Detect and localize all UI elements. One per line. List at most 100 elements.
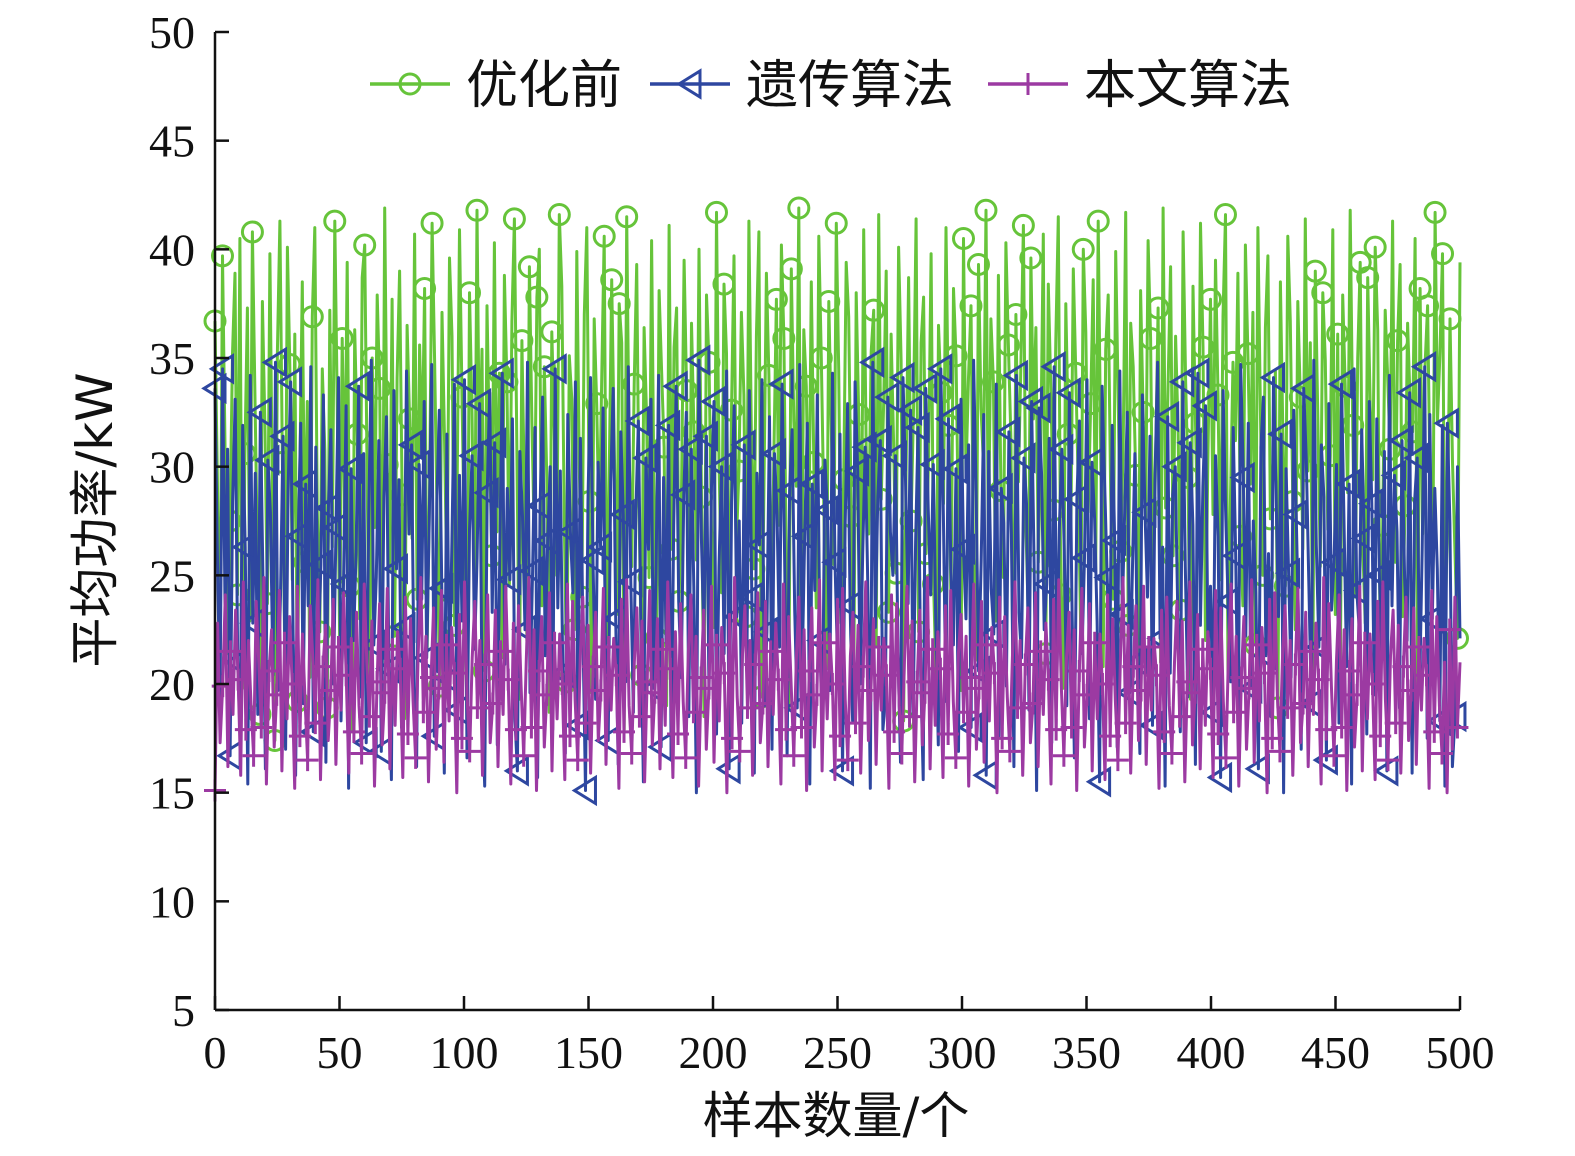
point-2-429 — [1282, 498, 1308, 531]
point-1-300 — [951, 226, 975, 250]
point-3-126 — [528, 659, 551, 682]
point-2-474 — [1395, 377, 1422, 409]
point-2-375 — [1146, 622, 1172, 655]
point-3-441 — [1338, 659, 1361, 682]
point-1-39 — [300, 305, 324, 329]
point-2-117 — [496, 563, 522, 596]
point-3-459 — [1384, 712, 1407, 735]
x-tick-label-100: 100 — [430, 1027, 499, 1078]
point-1-444 — [1311, 281, 1335, 305]
point-2-399 — [1206, 761, 1233, 794]
point-1-156 — [592, 224, 616, 248]
point-3-213 — [751, 692, 774, 715]
point-1-327 — [1019, 246, 1043, 270]
point-2-162 — [609, 498, 635, 531]
point-2-384 — [1168, 366, 1195, 398]
point-3-297 — [967, 677, 990, 700]
point-1-474 — [1386, 329, 1410, 353]
point-2-246 — [821, 546, 847, 578]
point-3-390 — [1207, 722, 1230, 745]
point-3-144 — [574, 712, 597, 735]
point-1-246 — [817, 289, 841, 313]
point-1-138 — [547, 203, 571, 227]
point-3-33 — [288, 725, 311, 748]
point-2-369 — [1131, 496, 1157, 528]
point-3-9 — [227, 668, 250, 691]
point-3-15 — [242, 744, 265, 767]
point-3-12 — [234, 718, 257, 741]
point-3-348 — [1099, 725, 1122, 748]
point-1-486 — [1416, 294, 1440, 318]
point-2-195 — [692, 420, 718, 452]
point-3-336 — [1068, 659, 1091, 682]
point-3-108 — [481, 692, 504, 715]
point-1-354 — [1086, 209, 1110, 233]
point-1-264 — [862, 298, 886, 322]
point-1-237 — [794, 374, 818, 398]
point-3-90 — [435, 633, 458, 656]
y-tick-label-10: 10 — [149, 876, 195, 927]
x-tick-label-250: 250 — [803, 1027, 872, 1078]
point-1-321 — [1004, 303, 1028, 327]
point-1-231 — [779, 257, 803, 281]
point-3-321 — [1029, 640, 1052, 663]
point-1-84 — [413, 276, 437, 300]
point-2-408 — [1229, 461, 1255, 494]
point-2-249 — [828, 755, 855, 787]
series-layer — [201, 196, 1470, 807]
point-2-261 — [858, 346, 885, 379]
point-3-141 — [566, 749, 589, 772]
point-3-72 — [389, 657, 412, 680]
point-2-480 — [1410, 351, 1437, 383]
point-3-75 — [396, 722, 419, 745]
point-2-468 — [1380, 459, 1406, 492]
point-2-393 — [1191, 390, 1217, 422]
point-3-99 — [458, 740, 481, 763]
point-1-162 — [607, 292, 631, 316]
point-1-51 — [330, 326, 354, 350]
point-1-312 — [981, 370, 1005, 394]
point-2-477 — [1403, 442, 1429, 474]
point-3-288 — [944, 746, 967, 769]
point-3-39 — [304, 712, 327, 735]
point-2-141 — [556, 516, 582, 548]
point-2-147 — [571, 774, 597, 807]
point-3-114 — [497, 668, 520, 691]
point-3-411 — [1261, 727, 1284, 750]
point-2-27 — [269, 420, 295, 452]
point-3-282 — [929, 657, 952, 680]
point-3-132 — [543, 631, 566, 654]
point-3-435 — [1322, 744, 1345, 767]
point-3-51 — [335, 664, 358, 687]
point-2-237 — [798, 468, 824, 500]
point-2-357 — [1100, 524, 1127, 557]
point-2-456 — [1350, 522, 1376, 555]
point-3-420 — [1284, 653, 1307, 676]
point-2-459 — [1357, 487, 1384, 520]
point-2-102 — [458, 440, 484, 472]
point-2-45 — [314, 492, 340, 524]
point-1-309 — [974, 198, 998, 222]
point-3-195 — [705, 633, 728, 656]
point-3-264 — [883, 720, 906, 743]
point-1-129 — [525, 285, 549, 309]
point-2-339 — [1055, 377, 1081, 409]
point-3-303 — [983, 662, 1006, 685]
point-3-237 — [813, 631, 836, 654]
point-1-303 — [959, 294, 983, 318]
point-3-174 — [651, 638, 674, 661]
point-3-384 — [1191, 638, 1214, 661]
point-2-387 — [1176, 427, 1202, 459]
point-2-354 — [1093, 561, 1119, 594]
point-3-147 — [582, 655, 605, 678]
point-2-198 — [700, 385, 726, 418]
point-1-414 — [1236, 342, 1260, 366]
point-2-243 — [813, 494, 839, 526]
point-3-249 — [844, 712, 867, 735]
point-1-135 — [540, 320, 564, 344]
legend-marker-2 — [676, 68, 702, 100]
point-3-54 — [342, 720, 365, 743]
point-1-399 — [1199, 287, 1223, 311]
point-3-222 — [775, 718, 798, 741]
point-2-54 — [337, 453, 363, 485]
